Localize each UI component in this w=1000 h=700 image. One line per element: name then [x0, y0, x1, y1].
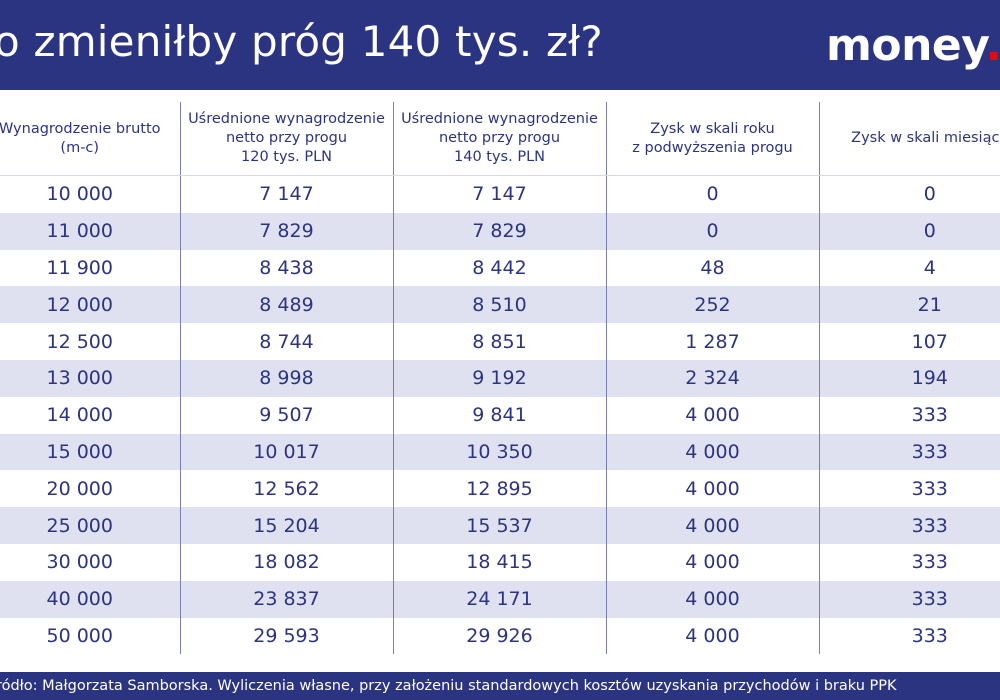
cell-yearly-gain: 4 000 [605, 617, 819, 655]
cell-net-140: 24 171 [392, 580, 606, 618]
table-row: 14 000 9 507 9 841 4 000 333 [0, 396, 1000, 434]
table-body: 10 000 7 147 7 147 0 0 11 000 7 829 7 829 0 0 11 9… [0, 175, 1000, 655]
cell-gross: 40 000 [0, 580, 180, 618]
cell-gross: 11 900 [0, 249, 180, 287]
cell-gross: 13 000 [0, 359, 180, 397]
cell-yearly-gain: 4 000 [605, 396, 819, 434]
table-row: 12 000 8 489 8 510 252 21 [0, 286, 1000, 324]
page-title: o zmieniłby próg 140 tys. zł? [0, 17, 603, 66]
col-header-net-140: Uśrednione wynagrodzenie netto przy prog… [392, 102, 606, 176]
cell-gross: 14 000 [0, 396, 180, 434]
cell-net-140: 7 829 [392, 212, 606, 250]
cell-net-120: 9 507 [179, 396, 393, 434]
table-row: 12 500 8 744 8 851 1 287 107 [0, 323, 1000, 360]
cell-net-120: 10 017 [179, 433, 393, 471]
table-row: 11 900 8 438 8 442 48 4 [0, 249, 1000, 287]
cell-yearly-gain: 1 287 [605, 323, 819, 360]
cell-monthly-gain: 4 [818, 249, 1000, 287]
cell-yearly-gain: 4 000 [605, 470, 819, 508]
col-header-net-120: Uśrednione wynagrodzenie netto przy prog… [179, 102, 393, 176]
cell-yearly-gain: 0 [605, 212, 819, 250]
cell-net-120: 8 744 [179, 323, 393, 360]
cell-yearly-gain: 2 324 [605, 359, 819, 397]
col-header-yearly-gain: Zysk w skali roku z podwyższenia progu [605, 102, 819, 176]
table-row: 50 000 29 593 29 926 4 000 333 [0, 617, 1000, 655]
table-row: 10 000 7 147 7 147 0 0 [0, 175, 1000, 213]
cell-monthly-gain: 333 [818, 507, 1000, 544]
cell-monthly-gain: 333 [818, 470, 1000, 508]
cell-net-140: 7 147 [392, 175, 606, 213]
cell-yearly-gain: 48 [605, 249, 819, 287]
cell-gross: 12 000 [0, 286, 180, 324]
source-note: Źródło: Małgorzata Samborska. Wyliczenia… [0, 678, 897, 694]
cell-net-140: 29 926 [392, 617, 606, 655]
cell-net-120: 29 593 [179, 617, 393, 655]
cell-gross: 30 000 [0, 543, 180, 581]
table-header-row: Wynagrodzenie brutto (m-c) Uśrednione wy… [0, 102, 1000, 176]
cell-net-120: 18 082 [179, 543, 393, 581]
cell-gross: 50 000 [0, 617, 180, 655]
cell-net-120: 12 562 [179, 470, 393, 508]
cell-gross: 20 000 [0, 470, 180, 508]
cell-yearly-gain: 4 000 [605, 433, 819, 471]
cell-monthly-gain: 333 [818, 396, 1000, 434]
cell-yearly-gain: 4 000 [605, 507, 819, 544]
cell-gross: 25 000 [0, 507, 180, 544]
table-row: 11 000 7 829 7 829 0 0 [0, 212, 1000, 250]
cell-monthly-gain: 21 [818, 286, 1000, 324]
cell-yearly-gain: 4 000 [605, 580, 819, 618]
cell-monthly-gain: 333 [818, 580, 1000, 618]
cell-net-140: 9 192 [392, 359, 606, 397]
cell-gross: 11 000 [0, 212, 180, 250]
cell-yearly-gain: 252 [605, 286, 819, 324]
cell-gross: 12 500 [0, 323, 180, 360]
cell-monthly-gain: 107 [818, 323, 1000, 360]
cell-net-140: 15 537 [392, 507, 606, 544]
cell-net-120: 8 489 [179, 286, 393, 324]
cell-gross: 15 000 [0, 433, 180, 471]
cell-net-140: 8 851 [392, 323, 606, 360]
cell-net-120: 8 438 [179, 249, 393, 287]
cell-monthly-gain: 194 [818, 359, 1000, 397]
cell-monthly-gain: 0 [818, 212, 1000, 250]
cell-net-140: 9 841 [392, 396, 606, 434]
cell-net-120: 7 147 [179, 175, 393, 213]
cell-net-140: 12 895 [392, 470, 606, 508]
table-row: 25 000 15 204 15 537 4 000 333 [0, 507, 1000, 544]
cell-net-120: 23 837 [179, 580, 393, 618]
table-row: 15 000 10 017 10 350 4 000 333 [0, 433, 1000, 471]
table-row: 20 000 12 562 12 895 4 000 333 [0, 470, 1000, 508]
cell-net-140: 18 415 [392, 543, 606, 581]
table-row: 30 000 18 082 18 415 4 000 333 [0, 543, 1000, 581]
cell-net-140: 10 350 [392, 433, 606, 471]
salary-table: Wynagrodzenie brutto (m-c) Uśrednione wy… [0, 102, 1000, 655]
cell-net-120: 8 998 [179, 359, 393, 397]
cell-net-140: 8 510 [392, 286, 606, 324]
logo-dot: . [985, 20, 1000, 71]
cell-monthly-gain: 333 [818, 433, 1000, 471]
logo-main: money [826, 20, 986, 71]
col-header-gross: Wynagrodzenie brutto (m-c) [0, 102, 180, 176]
table-row: 13 000 8 998 9 192 2 324 194 [0, 359, 1000, 397]
cell-gross: 10 000 [0, 175, 180, 213]
cell-yearly-gain: 4 000 [605, 543, 819, 581]
cell-yearly-gain: 0 [605, 175, 819, 213]
cell-net-120: 15 204 [179, 507, 393, 544]
footer-bar: Źródło: Małgorzata Samborska. Wyliczenia… [0, 672, 1000, 700]
cell-monthly-gain: 0 [818, 175, 1000, 213]
money-logo: money.p [826, 20, 1000, 72]
table-row: 40 000 23 837 24 171 4 000 333 [0, 580, 1000, 618]
cell-net-120: 7 829 [179, 212, 393, 250]
cell-monthly-gain: 333 [818, 543, 1000, 581]
header-bar: o zmieniłby próg 140 tys. zł? money.p [0, 0, 1000, 90]
col-header-monthly-gain: Zysk w skali miesiąca [818, 102, 1000, 176]
cell-monthly-gain: 333 [818, 617, 1000, 655]
cell-net-140: 8 442 [392, 249, 606, 287]
